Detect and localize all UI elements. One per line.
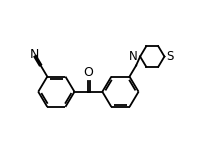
Text: O: O xyxy=(84,66,93,79)
Text: N: N xyxy=(129,50,138,63)
Text: S: S xyxy=(167,50,174,63)
Text: N: N xyxy=(30,48,39,60)
